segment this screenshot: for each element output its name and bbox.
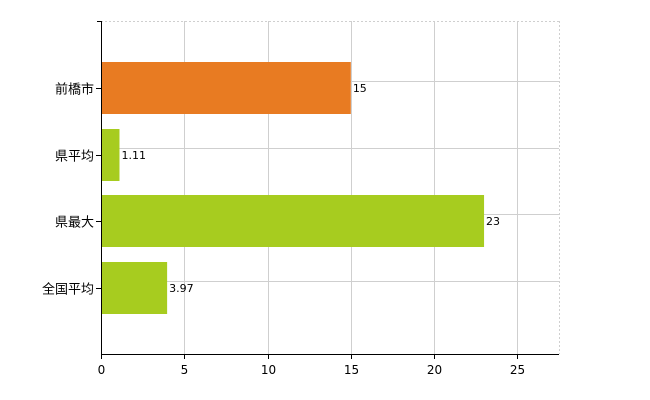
data-label-0: 15 — [353, 82, 367, 95]
axes — [96, 21, 559, 359]
x-tick-label: 10 — [261, 363, 276, 377]
bar-1 — [102, 129, 120, 181]
x-tick-label: 20 — [427, 363, 442, 377]
category-label-0: 前橋市 — [55, 82, 94, 98]
bar-3 — [102, 262, 168, 314]
category-label-2: 県最大 — [55, 216, 94, 231]
data-label-1: 1.11 — [121, 149, 146, 162]
x-tick-label: 25 — [510, 363, 525, 377]
category-label-1: 県平均 — [55, 150, 94, 165]
x-tick-label: 15 — [344, 363, 359, 377]
bars — [102, 62, 485, 314]
data-label-2: 23 — [486, 215, 500, 228]
x-tick-label: 0 — [98, 363, 106, 377]
bar-0 — [102, 62, 351, 114]
x-tick-label: 5 — [181, 363, 189, 377]
category-label-3: 全国平均 — [42, 282, 94, 298]
bar-2 — [102, 195, 485, 247]
data-label-3: 3.97 — [169, 282, 194, 295]
